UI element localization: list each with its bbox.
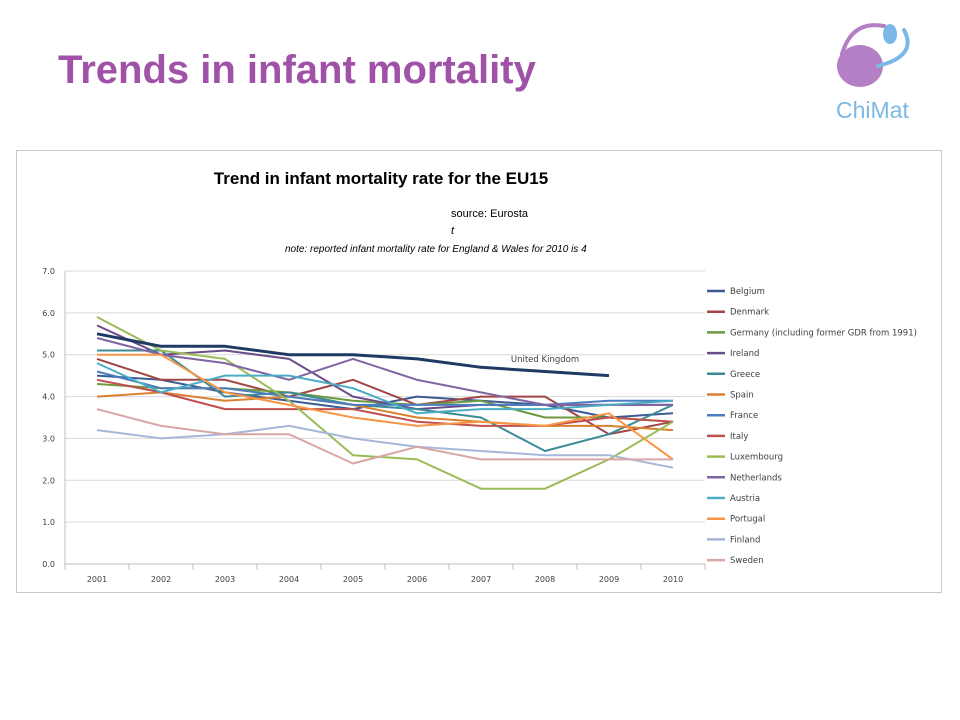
x-tick-label: 2010 — [663, 575, 683, 584]
x-tick-label: 2003 — [215, 575, 235, 584]
series-line-netherlands — [96, 337, 673, 406]
series-line-luxembourg — [96, 316, 674, 490]
series-line-austria — [96, 362, 674, 415]
x-axis-ticks: 2001 2002 2003 2004 2005 2006 2007 2008 2009 2010 — [64, 564, 706, 584]
logo-text: ChiMat — [836, 97, 909, 123]
chart-subtitle-line-1: source: Eurosta — [451, 208, 529, 220]
legend-entry: Ireland — [730, 349, 759, 359]
x-tick-label: 2002 — [151, 575, 171, 584]
series-line-italy — [96, 378, 674, 427]
legend-entry: Greece — [730, 370, 760, 380]
chart-title: Trend in infant mortality rate for the E… — [214, 169, 548, 188]
chart-note: note: reported infant mortality rate for… — [285, 244, 587, 255]
legend-entry: Denmark — [730, 308, 769, 318]
series-line-united — [96, 332, 610, 378]
legend-entry: Germany (including former GDR from 1991) — [730, 328, 917, 338]
legend: Belgium Denmark Germany (including former … — [707, 287, 917, 566]
legend-entry: Luxembourg — [730, 453, 783, 463]
y-tick-label: 7.0 — [42, 267, 55, 276]
y-tick-label: 1.0 — [42, 518, 55, 527]
series-line-spain — [96, 391, 674, 432]
legend-entry: Portugal — [730, 515, 765, 525]
y-tick-label: 6.0 — [42, 309, 55, 318]
legend-entry: Sweden — [730, 556, 764, 566]
chart-container: Trend in infant mortality rate for the E… — [16, 150, 942, 593]
y-tick-label: 0.0 — [42, 560, 55, 569]
slide-title: Trends in infant mortality — [58, 48, 536, 92]
chimat-logo-icon: ChiMat — [836, 23, 910, 123]
chart-subtitle-line-2: t — [451, 225, 455, 237]
series-line-portugal — [97, 353, 674, 461]
y-tick-label: 4.0 — [42, 393, 55, 402]
y-axis-ticks: 0.0 1.0 2.0 3.0 4.0 5.0 6.0 7.0 — [42, 267, 55, 569]
series-line-france — [96, 370, 673, 406]
y-tick-label: 3.0 — [42, 434, 55, 443]
y-tick-label: 2.0 — [42, 476, 55, 485]
annotations: United Kingdom — [511, 355, 579, 365]
legend-entry: France — [730, 411, 758, 421]
x-tick-label: 2009 — [599, 575, 619, 584]
series-line-denmark — [96, 357, 674, 436]
y-tick-label: 5.0 — [42, 351, 55, 360]
x-tick-label: 2001 — [87, 575, 107, 584]
chimat-logo: ChiMat — [826, 16, 930, 128]
series-line-finland — [96, 424, 674, 469]
line-chart: Trend in infant mortality rate for the E… — [42, 169, 917, 584]
legend-entry: Spain — [730, 391, 754, 401]
legend-entry: Italy — [730, 432, 748, 442]
legend-entry: Austria — [730, 494, 760, 504]
x-tick-label: 2006 — [407, 575, 427, 584]
legend-entry: Finland — [730, 535, 760, 545]
annotation-label: United Kingdom — [511, 355, 579, 365]
x-tick-label: 2005 — [343, 575, 363, 584]
legend-entry: Belgium — [730, 287, 765, 297]
series-lines — [96, 316, 674, 490]
series-line-sweden — [96, 408, 673, 465]
x-tick-label: 2007 — [471, 575, 491, 584]
x-tick-label: 2008 — [535, 575, 555, 584]
legend-entry: Netherlands — [730, 473, 782, 483]
x-tick-label: 2004 — [279, 575, 299, 584]
